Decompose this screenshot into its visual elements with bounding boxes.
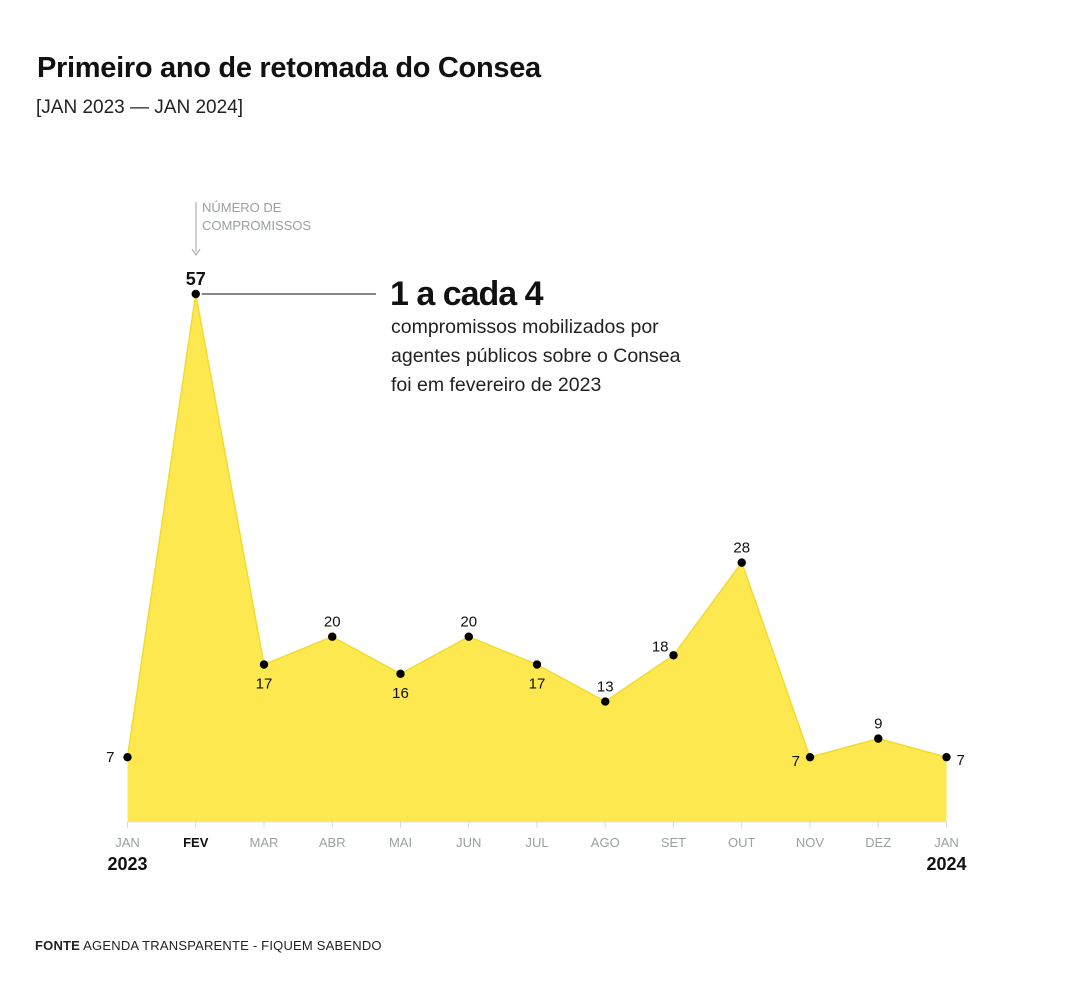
x-tick-label: JAN [934,835,959,850]
annotation-text-line: compromissos mobilizados por [391,316,659,338]
data-label: 9 [874,716,882,733]
chart-subtitle: [JAN 2023 — JAN 2024] [36,97,243,118]
annotation-text-line: foi em fevereiro de 2023 [391,374,601,396]
x-tick-label: OUT [728,835,756,850]
data-point [123,752,132,762]
x-tick-label: JAN [115,835,140,850]
data-label: 7 [957,752,965,769]
data-label: 13 [597,679,614,696]
data-point [191,289,200,299]
x-tick-label: JUN [456,835,481,850]
x-tick-label: JUL [525,835,548,850]
data-label: 16 [392,685,409,702]
x-tick-label: DEZ [865,835,891,850]
data-point [601,697,610,706]
data-point [259,660,269,669]
note-arrow-icon [191,248,201,256]
x-tick-label: SET [661,835,686,850]
data-point [874,734,883,743]
x-tick-label: MAR [250,835,279,850]
data-point [396,669,405,678]
data-point [669,651,678,660]
data-label: 17 [256,676,273,693]
area-fill [127,294,947,822]
data-label: 17 [529,676,546,693]
data-point [737,558,746,567]
annotation-text-line: agentes públicos sobre o Consea [391,345,681,367]
note-line-2: COMPROMISSOS [202,218,311,233]
x-tick-label: AGO [591,835,620,850]
x-tick-label: FEV [183,835,209,850]
data-label: 28 [733,540,750,557]
data-point [328,632,337,641]
x-tick-label: ABR [319,835,346,850]
source-text: AGENDA TRANSPARENTE - FIQUEM SABENDO [83,938,382,953]
chart-title: Primeiro ano de retomada do Consea [37,52,541,84]
data-label: 20 [324,614,341,631]
data-point [805,752,815,762]
y-axis-note: NÚMERO DE COMPROMISSOS [191,200,311,256]
x-tick-label: NOV [796,835,825,850]
note-line-1: NÚMERO DE [202,200,282,215]
data-label: 18 [652,638,669,655]
data-point [532,660,542,669]
data-label: 7 [792,753,800,770]
source-note: FONTE AGENDA TRANSPARENTE - FIQUEM SABEN… [35,938,382,953]
data-label: 7 [106,749,114,766]
data-point [464,632,473,641]
year-label: 2023 [107,854,147,874]
annotation: 1 a cada 4 compromissos mobilizados por … [201,275,681,396]
data-point [942,752,951,762]
source-label: FONTE [35,938,81,953]
data-label: 20 [460,614,477,631]
annotation-headline: 1 a cada 4 [390,275,544,313]
year-label: 2024 [926,854,966,874]
data-label: 57 [186,269,206,289]
x-tick-label: MAI [389,835,412,850]
